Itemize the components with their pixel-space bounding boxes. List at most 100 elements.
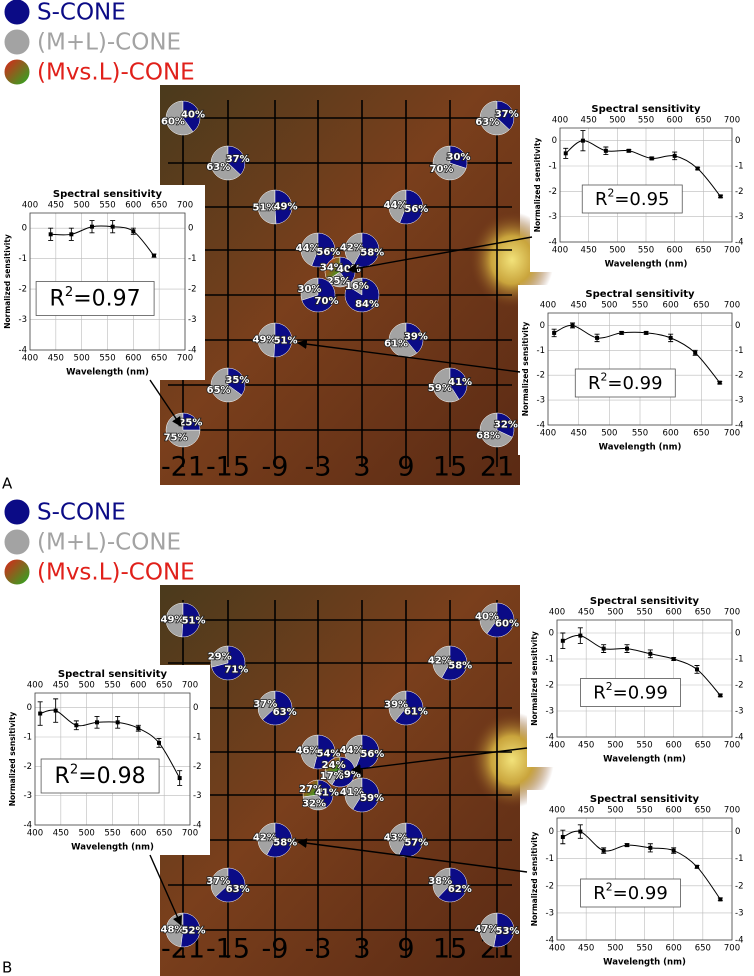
pie-slice [394, 690, 424, 726]
r2-power: 2 [607, 187, 614, 200]
legend-label: S-CONE [37, 0, 126, 26]
y-tick-label: -4 [549, 238, 557, 248]
r2-label: R2=0.97 [50, 285, 141, 312]
pie-label: 70% [315, 296, 339, 307]
x-tick-label: 650 [695, 608, 711, 618]
plot-frame [34, 692, 191, 826]
r2-symbol: R [50, 287, 65, 312]
y-tick-label: -2 [735, 881, 743, 891]
x-tick-label: 500 [79, 829, 95, 839]
data-point [671, 657, 676, 661]
x-tick-label: 550 [636, 944, 652, 954]
data-point [95, 720, 99, 725]
pie-label: 44% [340, 745, 364, 756]
r2-power: 2 [606, 680, 613, 693]
x-tick-label: 700 [724, 741, 740, 751]
pie-slice [302, 794, 327, 811]
data-point [626, 148, 631, 153]
inset-title: Spectral sensitivity [591, 104, 701, 115]
data-point [718, 897, 723, 902]
pie-slice [496, 412, 515, 438]
pie-slice [352, 777, 380, 813]
x-tick-label: 400 [27, 829, 43, 839]
pie-label: 58% [448, 661, 472, 672]
y-tick-label: -1 [735, 655, 743, 665]
x-tick-label: 650 [695, 246, 711, 256]
pie-slice [257, 189, 277, 225]
data-point [619, 330, 624, 335]
pie-label: 40% [475, 612, 499, 623]
pie-label: 16% [345, 281, 369, 292]
x-tick-label: 600 [666, 608, 682, 618]
x-tick-label: 400 [540, 429, 556, 439]
pie-label: 37% [226, 154, 250, 165]
plot-frame [556, 817, 733, 941]
x-tick-label: -3 [305, 452, 332, 483]
pie-slice [479, 602, 498, 635]
y-tick-label: -3 [188, 315, 196, 325]
pie-label: 41% [340, 787, 364, 798]
pie-slice [257, 322, 276, 358]
pie-label: 42% [340, 242, 364, 253]
pie-label: 38% [428, 876, 452, 887]
x-tick-label: 650 [151, 201, 167, 211]
pie-label: 39% [384, 699, 408, 710]
r2-label: R2=0.99 [593, 680, 668, 703]
x-tick-label: 450 [571, 429, 587, 439]
data-point [136, 726, 141, 731]
pie-label: 63% [206, 162, 230, 173]
y-tick-label: -2 [546, 881, 554, 891]
pie-slice [479, 412, 513, 448]
pie-label: 59% [428, 383, 452, 394]
x-tick-label: 15 [433, 934, 467, 965]
data-point [649, 156, 654, 161]
y-tick-label: -3 [19, 315, 27, 325]
pie-label: 62% [448, 884, 472, 895]
pie-slice [300, 277, 319, 301]
x-tick-label: 400 [549, 608, 565, 618]
pie-slice [324, 256, 341, 281]
legend-swatch [3, 58, 31, 86]
x-tick-label: 500 [601, 301, 617, 311]
x-tick-label: 450 [571, 301, 587, 311]
data-point [115, 720, 120, 725]
pie-label: 29% [208, 652, 232, 663]
legend-swatch [3, 28, 31, 56]
y-tick-label: -3 [549, 212, 557, 222]
x-tick-label: 600 [130, 829, 146, 839]
pie-slice [324, 770, 341, 786]
x-tick-label: 500 [607, 741, 623, 751]
x-tick-label: 650 [695, 741, 711, 751]
data-point [595, 335, 600, 340]
pie-slice [486, 602, 515, 638]
legend-label: (M+L)-CONE [37, 530, 181, 556]
y-tick-label: -4 [735, 733, 743, 743]
pie-label: 42% [253, 832, 277, 843]
pie-slice [210, 867, 229, 897]
pie-slice [210, 645, 229, 668]
x-tick-label: 500 [609, 246, 625, 256]
x-tick-label: 15 [433, 452, 467, 483]
x-tick-label: 650 [151, 354, 167, 364]
r2-box [580, 678, 681, 707]
pie-slice [274, 189, 293, 225]
pie-label: 53% [496, 926, 520, 937]
r2-box [581, 184, 683, 214]
x-tick-label: 700 [724, 944, 740, 954]
x-tick-label: 400 [22, 354, 38, 364]
y-tick-label: -2 [19, 285, 27, 295]
pie-slice [432, 645, 451, 679]
pie-label: 30% [298, 284, 322, 295]
x-tick-label: -3 [305, 934, 332, 965]
pie-label: 44% [296, 243, 320, 254]
x-tick-label: 400 [549, 741, 565, 751]
pie-slice [311, 232, 336, 268]
pie-slice [273, 322, 293, 358]
x-tick-label: 700 [724, 806, 740, 816]
pie-label: 52% [182, 926, 206, 937]
r2-value: =0.99 [607, 373, 662, 394]
pie-label: 51% [252, 202, 276, 213]
pie-label: 46% [296, 746, 320, 757]
pie-label: 61% [384, 339, 408, 350]
plot-frame [547, 312, 733, 426]
